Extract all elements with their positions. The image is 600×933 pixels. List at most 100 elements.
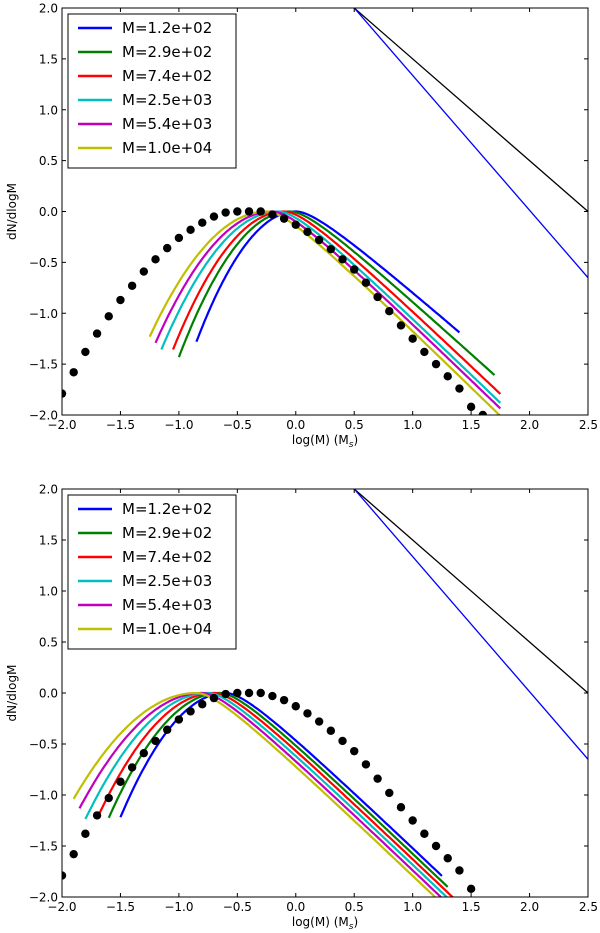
bottom-dot-14	[209, 693, 219, 703]
bottom-y-axis-label: dN/dlogM	[5, 665, 19, 722]
top-dot-3	[81, 347, 90, 357]
top-y-axis-label: dN/dlogM	[5, 183, 19, 240]
bottom-legend-box	[67, 494, 237, 650]
top-y-tick-label-8: −2.0	[29, 409, 58, 423]
top-dot-25	[338, 255, 347, 264]
bottom-x-axis-label-main: log(M) (M	[292, 915, 349, 929]
bottom-dot-23	[314, 717, 324, 726]
top-x-tick-label-8: 2.0	[520, 418, 539, 432]
bottom-dot-3	[81, 829, 90, 838]
bottom-y-tick-label-5: −0.5	[29, 738, 58, 752]
bottom-dot-4	[92, 811, 102, 820]
bottom-dot-34	[443, 854, 452, 863]
top-legend-label-6: M=1.0e+04	[122, 139, 212, 157]
bottom-dot-29	[385, 788, 394, 798]
bottom-dot-12	[186, 707, 195, 716]
bottom-x-tick-label-4: 0.0	[286, 900, 305, 914]
top-dot-13	[198, 218, 207, 227]
top-dot-23	[314, 235, 324, 245]
top-y-tick-label-6: −1.0	[29, 307, 58, 321]
top-x-axis-label: log(M) (Ms)	[292, 433, 358, 450]
top-blue-line	[353, 8, 588, 279]
bottom-legend-label-6: M=1.0e+04	[122, 620, 212, 638]
bottom-y-tick-label-0: 2.0	[39, 483, 58, 497]
bottom-dot-20	[279, 695, 289, 705]
top-legend-box	[67, 13, 237, 169]
bottom-dot-18	[256, 688, 265, 698]
bottom-x-tick-label-8: 2.0	[520, 900, 539, 914]
bottom-dot-27	[361, 760, 371, 769]
bottom-x-axis-label-sub: s	[349, 922, 354, 932]
bottom-series-line-1	[119, 691, 443, 877]
bottom-dot-13	[198, 700, 207, 709]
bottom-x-tick-label-3: −0.5	[223, 900, 252, 914]
bottom-dot-36	[466, 884, 476, 894]
bottom-series-line-6	[72, 691, 437, 897]
top-dot-32	[420, 347, 429, 357]
top-dot-10	[163, 243, 172, 253]
top-x-tick-label-2: −1.0	[164, 418, 193, 432]
top-panel: −2.0 −1.5 −1.0 −0.5 0.0 0.5 1.0 1.5 2.0 2.5 2.0 1.5…	[5, 2, 598, 451]
bottom-x-axis-label: log(M) (Ms)	[292, 915, 358, 932]
top-dot-2	[69, 368, 78, 377]
top-series-line-6	[148, 210, 501, 415]
bottom-plot-content	[62, 489, 588, 897]
bottom-y-tick-label-3: 0.5	[39, 636, 58, 650]
bottom-dot-9	[151, 736, 160, 746]
top-dot-22	[303, 227, 312, 237]
bottom-dot-11	[174, 715, 184, 724]
top-dot-30	[396, 321, 406, 330]
top-y-tick-label-7: −1.5	[29, 358, 58, 372]
top-y-tick-label-2: 1.0	[39, 103, 58, 117]
top-y-tick-label-0: 2.0	[39, 2, 58, 16]
top-x-tick-label-4: 0.0	[286, 418, 305, 432]
bottom-legend: M=1.2e+02 M=2.9e+02 M=7.4e+02 M=2.5e+03 M=5.…	[67, 494, 237, 650]
top-dot-7	[127, 281, 137, 290]
bottom-dot-16	[233, 688, 242, 698]
bottom-dot-24	[326, 726, 336, 735]
top-series-line-3	[171, 210, 502, 395]
top-y-tick-label-5: −0.5	[29, 256, 58, 270]
bottom-dot-31	[408, 816, 417, 825]
top-dot-18	[256, 207, 265, 216]
bottom-legend-label-1: M=1.2e+02	[122, 500, 212, 518]
top-dot-1	[62, 389, 67, 398]
bottom-dot-30	[396, 803, 406, 812]
bottom-x-tick-label-6: 1.0	[403, 900, 422, 914]
top-dot-36	[466, 402, 476, 412]
top-dot-33	[431, 359, 441, 369]
top-plot-content	[62, 8, 588, 415]
bottom-dot-5	[104, 793, 113, 803]
top-x-axis-label-main: log(M) (M	[292, 433, 349, 447]
bottom-dot-19	[268, 691, 277, 701]
bottom-dot-8	[139, 748, 149, 758]
bottom-x-tick-label-0: −2.0	[47, 900, 76, 914]
top-x-tick-label-6: 1.0	[403, 418, 422, 432]
top-dot-12	[186, 225, 195, 235]
bottom-dot-1	[62, 871, 67, 880]
bottom-dot-25	[338, 736, 347, 746]
bottom-legend-label-2: M=2.9e+02	[122, 524, 212, 542]
top-dot-20	[279, 214, 289, 223]
top-dot-17	[244, 207, 254, 216]
bottom-y-tick-label-8: −2.0	[29, 891, 58, 905]
bottom-y-tick-label-1: 1.5	[39, 534, 58, 548]
top-dot-31	[408, 334, 417, 343]
top-x-tick-label-3: −0.5	[223, 418, 252, 432]
bottom-dot-6	[116, 777, 125, 786]
top-dot-24	[326, 244, 336, 254]
top-y-tick-label-4: 0.0	[39, 205, 58, 219]
bottom-legend-label-3: M=7.4e+02	[122, 548, 212, 566]
bottom-x-tick-label-7: 1.5	[462, 900, 481, 914]
top-legend: M=1.2e+02 M=2.9e+02 M=7.4e+02 M=2.5e+03 M=5.…	[67, 13, 237, 169]
bottom-dot-26	[350, 746, 359, 756]
top-dot-14	[209, 212, 219, 221]
top-legend-label-3: M=7.4e+02	[122, 67, 212, 85]
top-dot-5	[104, 312, 113, 321]
top-y-tick-label-1: 1.5	[39, 52, 58, 66]
top-dot-26	[350, 265, 359, 274]
top-x-axis-label-sub: s	[349, 440, 354, 450]
top-x-axis-label-end: )	[353, 433, 358, 447]
bottom-x-axis-label-end: )	[353, 915, 358, 929]
